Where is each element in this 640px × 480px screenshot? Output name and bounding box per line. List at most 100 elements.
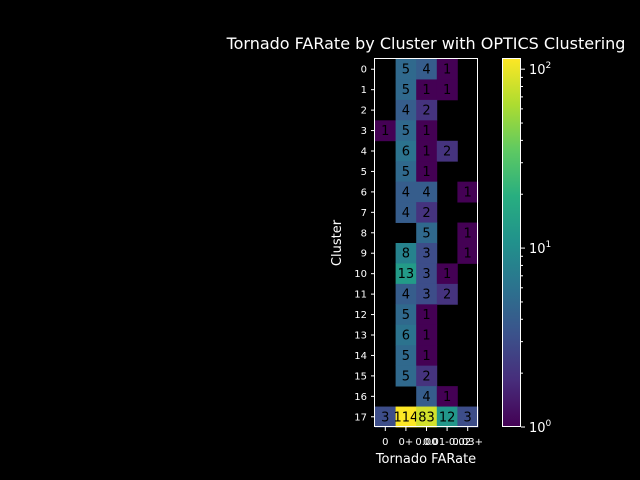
heatmap-cell (436, 79, 458, 101)
cell-label: 1 (422, 308, 430, 323)
heatmap-cell (395, 263, 417, 285)
cell-label: 2 (443, 145, 451, 160)
x-axis-ticks: 0 0+ 0.000.01-0.020.03+ (382, 427, 483, 448)
heatmap-cell (436, 263, 458, 285)
cell-label: 1 (443, 83, 451, 98)
heatmap-cell (436, 283, 458, 305)
cell-label: 1 (443, 267, 451, 282)
cell-label: 5 (402, 369, 410, 384)
heatmap-cell (395, 140, 417, 162)
heatmap-cell (395, 304, 417, 326)
cell-label: 1 (443, 63, 451, 78)
y-tick-label: 5 (361, 167, 367, 178)
heatmap-cell (416, 406, 438, 428)
y-tick-label: 9 (361, 249, 367, 260)
heatmap-cell (416, 324, 438, 346)
cell-label: 1 (422, 124, 430, 139)
colorbar-tick-label: 100 (529, 419, 552, 436)
colorbar-tick-label: 102 (529, 61, 551, 78)
cell-label: 8 (402, 247, 410, 262)
cell-label: 2 (422, 369, 430, 384)
colorbar-tick-label: 101 (529, 240, 551, 257)
heatmap-cell (395, 161, 417, 183)
cell-label: 2 (443, 288, 451, 303)
heatmap-cell (416, 304, 438, 326)
y-tick-label: 2 (361, 106, 367, 117)
heatmap-cell (395, 324, 417, 346)
cell-label: 3 (464, 410, 472, 425)
y-tick-label: 16 (354, 392, 367, 403)
cell-label: 3 (422, 247, 430, 262)
heatmap-cell (436, 386, 458, 407)
heatmap-cell (457, 222, 479, 244)
cell-label: 5 (402, 349, 410, 364)
heatmap-cell (416, 99, 438, 121)
y-tick-label: 12 (354, 310, 367, 321)
cell-label: 4 (402, 185, 410, 200)
heatmap-cell (395, 243, 417, 264)
cell-label: 4 (422, 63, 430, 78)
heatmap-cell (395, 99, 417, 121)
cell-label: 6 (402, 329, 410, 344)
cell-label: 6 (402, 145, 410, 160)
chart-title: Tornado FARate by Cluster with OPTICS Cl… (226, 34, 626, 53)
x-tick-label: 0+ (399, 437, 414, 448)
heatmap-cell (436, 406, 458, 428)
heatmap-cell (457, 243, 479, 264)
cell-label: 13 (398, 267, 415, 282)
x-tick-label: 0 (382, 437, 388, 448)
cell-label: 4 (402, 104, 410, 119)
colorbar-ticks: 100 101 102 (521, 61, 552, 436)
heatmap-cell (395, 365, 417, 387)
heatmap-cell (436, 140, 458, 162)
heatmap-cell (416, 181, 438, 203)
cell-label: 1 (381, 124, 389, 139)
heatmap-cell (416, 386, 438, 407)
y-tick-label: 15 (354, 371, 367, 382)
cell-label: 5 (402, 63, 410, 78)
heatmap-cell (416, 263, 438, 285)
cell-label: 5 (402, 165, 410, 180)
cell-label: 3 (422, 267, 430, 282)
heatmap-cell (416, 120, 438, 142)
heatmap-cell (395, 345, 417, 367)
heatmap-cell (395, 202, 417, 223)
cell-label: 1 (443, 390, 451, 405)
heatmap-cell (416, 345, 438, 367)
x-tick-label: 0.01-0.02 (423, 437, 471, 448)
heatmap-cell (457, 406, 479, 428)
cell-label: 12 (439, 410, 456, 425)
heatmap-cell (457, 181, 479, 203)
y-tick-label: 1 (361, 85, 367, 96)
heatmap-cell (416, 243, 438, 264)
cell-label: 1 (422, 83, 430, 98)
heatmap-cell (416, 283, 438, 305)
colorbar (502, 58, 521, 427)
y-tick-label: 7 (361, 208, 367, 219)
heatmap-cell (416, 222, 438, 244)
heatmap-cell (395, 406, 417, 428)
heatmap-cell (416, 161, 438, 183)
cell-label: 2 (422, 104, 430, 119)
cell-label: 1 (422, 349, 430, 364)
heatmap-cell (395, 79, 417, 101)
cell-label: 1 (464, 247, 472, 262)
y-tick-label: 14 (354, 351, 367, 362)
y-tick-label: 4 (361, 147, 367, 158)
y-tick-label: 0 (361, 65, 367, 76)
cell-label: 3 (381, 410, 389, 425)
y-tick-label: 11 (354, 290, 367, 301)
cell-label: 5 (402, 308, 410, 323)
x-axis-label: Tornado FARate (375, 452, 476, 467)
heatmap-cell (416, 79, 438, 101)
cell-label: 5 (422, 226, 430, 241)
heatmap-cell (416, 59, 438, 80)
cell-label: 4 (402, 206, 410, 221)
y-tick-label: 3 (361, 126, 367, 137)
cell-label: 3 (422, 288, 430, 303)
y-tick-label: 8 (361, 228, 367, 239)
heatmap-frame (374, 58, 478, 427)
y-tick-label: 10 (354, 269, 367, 280)
heatmap-cell (416, 140, 438, 162)
